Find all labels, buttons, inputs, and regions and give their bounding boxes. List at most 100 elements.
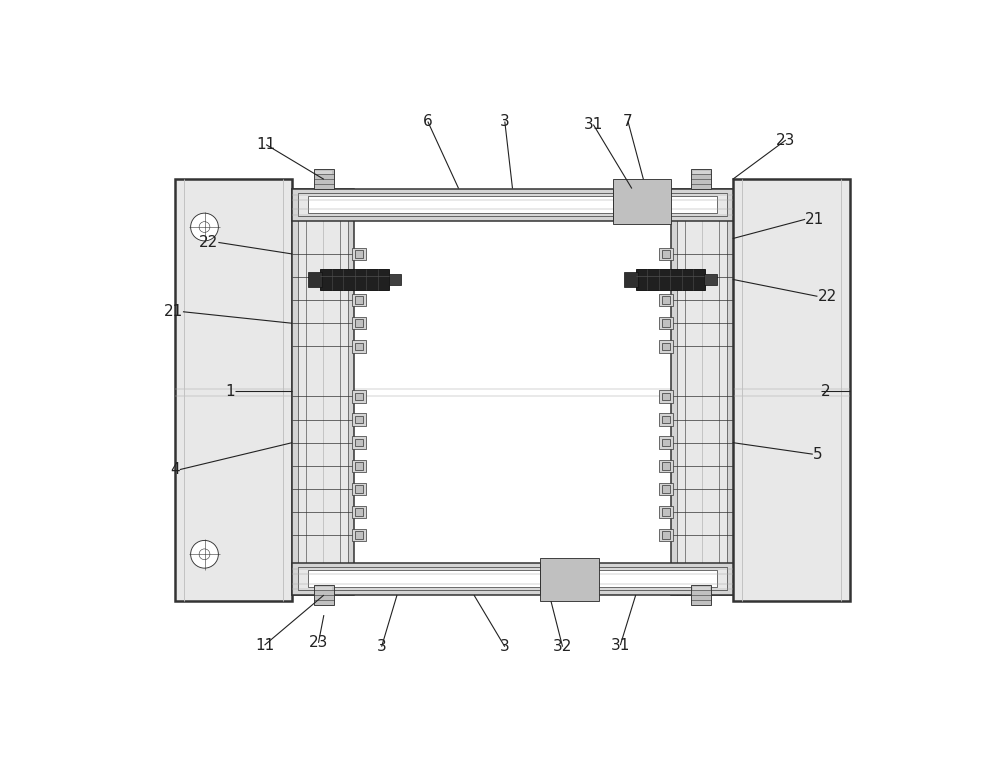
Bar [671,188,733,595]
Bar [315,587,332,590]
Text: 31: 31 [611,638,630,653]
Text: 32: 32 [553,639,572,654]
Bar [352,483,366,495]
Bar [659,506,673,518]
Bar [352,437,366,449]
Bar [662,416,670,424]
Bar [298,568,727,591]
Bar [662,342,670,350]
Text: 5: 5 [813,447,822,461]
Bar [355,485,363,493]
Text: 1: 1 [226,384,235,398]
Bar [659,483,673,495]
Text: 11: 11 [256,137,276,152]
Bar [352,460,366,472]
Text: 22: 22 [817,289,837,304]
Bar [624,271,638,287]
Text: 3: 3 [377,639,386,654]
Text: 23: 23 [776,132,796,148]
Bar [308,196,717,213]
Text: 23: 23 [309,635,328,651]
Bar [352,414,366,426]
Bar [662,439,670,447]
Bar [355,273,363,281]
Bar [662,296,670,304]
Bar [355,342,363,350]
Circle shape [191,213,218,241]
Bar [662,273,670,281]
Bar [355,250,363,258]
Bar [352,317,366,329]
Bar [659,460,673,472]
Bar [352,271,366,283]
Bar [315,171,332,174]
Bar [662,462,670,470]
Bar [693,171,710,174]
Bar [659,294,673,306]
Bar [662,250,670,258]
Text: 6: 6 [423,114,433,129]
Bar [355,319,363,327]
Bar [355,508,363,516]
Bar [659,529,673,541]
Text: 11: 11 [255,638,274,653]
Bar [352,248,366,260]
Bar [355,439,363,447]
Bar [314,585,334,605]
Bar [292,188,354,595]
Bar [659,437,673,449]
Text: 3: 3 [500,114,510,129]
Bar [693,587,710,590]
Circle shape [199,221,210,232]
Text: 2: 2 [820,384,830,398]
Bar [352,529,366,541]
Bar [352,340,366,352]
Bar [691,169,711,189]
Bar [659,317,673,329]
Text: 4: 4 [170,462,180,477]
Bar [355,296,363,304]
Circle shape [199,549,210,560]
Bar [659,340,673,352]
Bar [308,271,322,287]
Bar [662,319,670,327]
Bar [733,179,850,601]
Bar [320,268,389,290]
Bar [659,391,673,403]
Bar [352,294,366,306]
Bar [636,268,705,290]
Bar [292,188,733,221]
Bar [355,531,363,539]
Bar [662,531,670,539]
Bar [613,179,671,224]
Bar [175,179,292,601]
Bar [355,416,363,424]
Bar [659,414,673,426]
Text: 31: 31 [584,117,603,132]
Bar [389,274,401,285]
Bar [355,462,363,470]
Bar [662,485,670,493]
Text: 7: 7 [623,114,633,129]
Bar [298,193,727,216]
Text: 22: 22 [199,235,218,250]
Bar [691,585,711,605]
Text: 21: 21 [164,305,183,319]
Bar [352,391,366,403]
Bar [298,188,348,595]
Text: 3: 3 [500,639,510,654]
Bar [704,274,717,285]
Bar [308,571,717,588]
Bar [355,393,363,401]
Bar [659,271,673,283]
Bar [659,248,673,260]
Bar [662,508,670,516]
Bar [352,506,366,518]
Text: 21: 21 [805,211,824,227]
Bar [540,558,599,601]
Circle shape [191,541,218,568]
Bar [677,188,727,595]
Bar [662,393,670,401]
Bar [314,169,334,189]
Bar [292,563,733,595]
